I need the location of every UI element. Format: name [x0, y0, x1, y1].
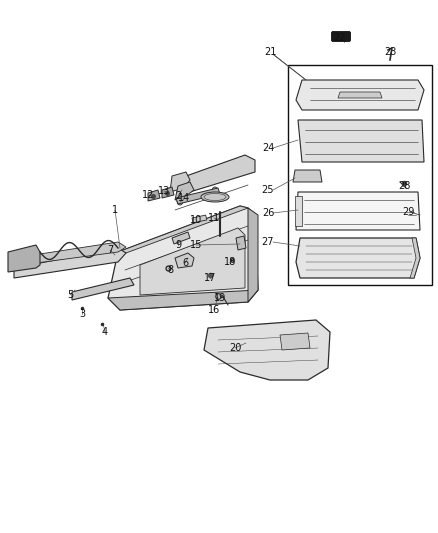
Text: 26: 26 — [262, 208, 274, 218]
Bar — [192, 215, 207, 223]
Polygon shape — [162, 187, 174, 198]
Text: 11: 11 — [208, 213, 220, 223]
Text: 16: 16 — [208, 305, 220, 315]
Text: 25: 25 — [262, 185, 274, 195]
Polygon shape — [296, 192, 420, 230]
Text: 21: 21 — [264, 47, 276, 57]
Ellipse shape — [201, 192, 229, 202]
Polygon shape — [293, 170, 322, 182]
Text: 24: 24 — [262, 143, 274, 153]
Circle shape — [409, 125, 415, 131]
Text: 7: 7 — [107, 245, 113, 255]
Text: 2: 2 — [175, 191, 181, 201]
Text: 20: 20 — [229, 343, 241, 353]
Bar — [297, 171, 315, 180]
Text: 5: 5 — [67, 290, 73, 300]
Polygon shape — [175, 155, 255, 195]
Bar — [288, 65, 432, 285]
Polygon shape — [236, 236, 246, 250]
Text: 15: 15 — [190, 240, 202, 250]
Text: 9: 9 — [175, 240, 181, 250]
Ellipse shape — [177, 197, 183, 205]
Polygon shape — [295, 196, 302, 226]
Circle shape — [409, 152, 415, 158]
Polygon shape — [296, 80, 424, 110]
Bar — [10, 255, 15, 266]
Text: 18: 18 — [224, 257, 236, 267]
Polygon shape — [14, 242, 126, 266]
Polygon shape — [72, 278, 134, 300]
Polygon shape — [140, 228, 245, 295]
Text: 22: 22 — [334, 33, 346, 43]
Polygon shape — [108, 206, 258, 310]
Polygon shape — [172, 232, 190, 244]
Circle shape — [307, 125, 313, 131]
Polygon shape — [148, 190, 160, 201]
Text: 6: 6 — [182, 258, 188, 268]
Polygon shape — [296, 238, 420, 278]
Text: 29: 29 — [402, 207, 414, 217]
Polygon shape — [280, 333, 310, 350]
Text: 19: 19 — [214, 293, 226, 303]
Polygon shape — [170, 172, 190, 192]
Text: 3: 3 — [79, 309, 85, 319]
Text: 28: 28 — [398, 181, 410, 191]
Text: 10: 10 — [190, 215, 202, 225]
Polygon shape — [175, 253, 194, 268]
Text: 17: 17 — [204, 273, 216, 283]
Polygon shape — [410, 238, 420, 278]
Text: 27: 27 — [262, 237, 274, 247]
Polygon shape — [338, 92, 382, 98]
Polygon shape — [176, 188, 220, 204]
Text: 4: 4 — [102, 327, 108, 337]
Polygon shape — [175, 182, 194, 200]
Text: 1: 1 — [112, 205, 118, 215]
Ellipse shape — [212, 187, 218, 195]
Bar — [26, 255, 31, 266]
Text: 14: 14 — [178, 193, 190, 203]
Polygon shape — [298, 120, 424, 162]
Text: 13: 13 — [158, 186, 170, 196]
Polygon shape — [248, 208, 258, 302]
Ellipse shape — [350, 92, 370, 98]
Bar — [18, 255, 23, 266]
Polygon shape — [8, 245, 40, 272]
Text: 12: 12 — [142, 190, 154, 200]
Polygon shape — [204, 320, 330, 380]
Text: 8: 8 — [167, 265, 173, 275]
FancyBboxPatch shape — [332, 31, 350, 42]
Polygon shape — [118, 206, 248, 253]
Polygon shape — [108, 290, 258, 310]
Polygon shape — [14, 248, 126, 278]
Text: 23: 23 — [384, 47, 396, 57]
Circle shape — [307, 152, 313, 158]
